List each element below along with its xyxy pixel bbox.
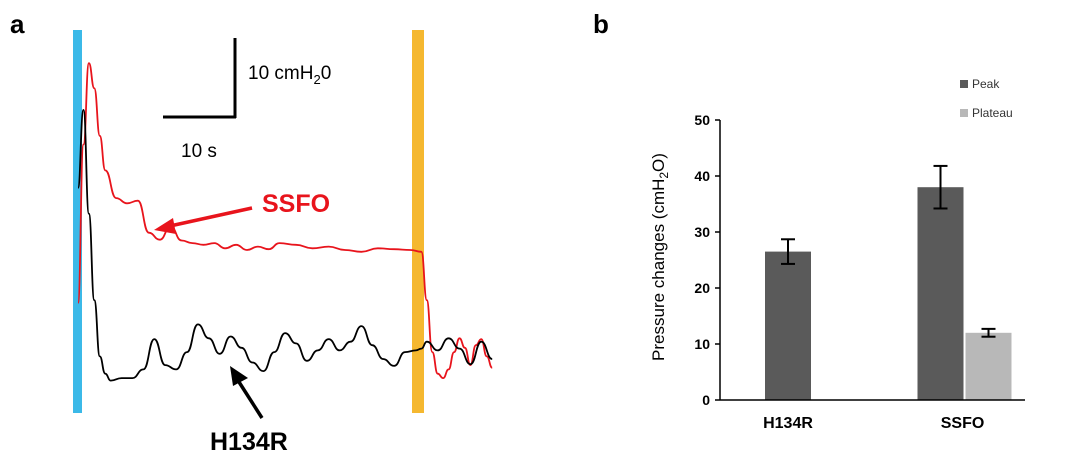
- panel-a-label: a: [10, 9, 25, 39]
- bar-peak-h134r: [765, 251, 811, 400]
- scale-bar-y-label: 10 cmH20: [248, 63, 331, 87]
- y-axis-label: Pressure changes (cmH2O): [649, 153, 671, 361]
- legend-label-plateau: Plateau: [972, 106, 1013, 120]
- h134r-arrow-head: [230, 366, 248, 386]
- legend-swatch-plateau: [960, 109, 968, 117]
- panel-b-label: b: [593, 9, 609, 39]
- bar-chart: 0 10 20 30 40 50 H134R SSFO Peak Plateau: [694, 77, 1025, 432]
- bar-group: [765, 187, 1012, 400]
- ssfo-arrow: [169, 206, 253, 228]
- ssfo-trace-label: SSFO: [262, 190, 330, 218]
- y-tick-label: 30: [694, 224, 710, 240]
- light-offset-bar: [412, 30, 424, 413]
- y-tick-label: 0: [702, 392, 710, 408]
- x-axis-categories: H134R SSFO: [763, 415, 984, 432]
- legend: Peak Plateau: [960, 77, 1013, 120]
- scale-bar-x-label: 10 s: [181, 141, 217, 162]
- y-tick-label: 20: [694, 280, 710, 296]
- h134r-arrow: [237, 381, 264, 419]
- y-tick-label: 40: [694, 168, 710, 184]
- legend-swatch-peak: [960, 80, 968, 88]
- scale-bar: 10 cmH20 10 s: [163, 38, 331, 162]
- y-tick-label: 50: [694, 112, 710, 128]
- y-axis-ticks: 0 10 20 30 40 50: [694, 112, 720, 408]
- trace-h134r: [77, 108, 493, 382]
- trace-ssfo: [77, 62, 493, 380]
- bar-peak-ssfo: [917, 187, 964, 400]
- light-onset-bar: [73, 30, 82, 413]
- error-bar-group: [781, 164, 996, 338]
- legend-label-peak: Peak: [972, 77, 1000, 91]
- category-label: SSFO: [941, 415, 985, 432]
- ssfo-arrow-head: [154, 218, 176, 234]
- bar-plateau-ssfo: [965, 332, 1012, 400]
- y-tick-label: 10: [694, 336, 710, 352]
- trace-group: [77, 62, 493, 382]
- category-label: H134R: [763, 415, 813, 432]
- h134r-trace-label: H134R: [210, 428, 288, 456]
